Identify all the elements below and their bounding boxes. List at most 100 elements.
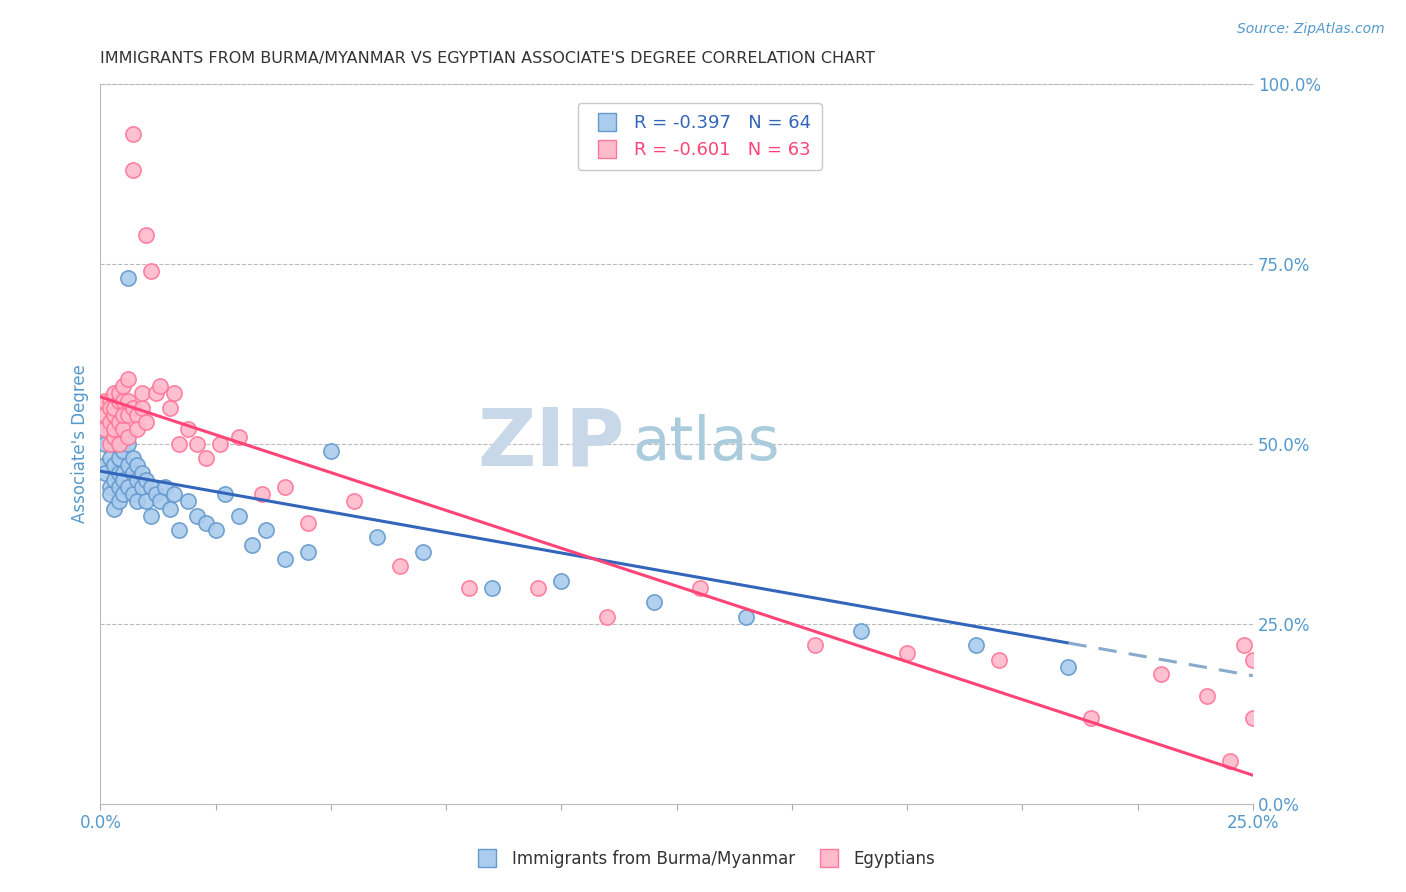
- Point: [94, 436, 117, 450]
- Point: [1195, 689, 1218, 703]
- Point: [98, 480, 121, 494]
- Point: [107, 480, 129, 494]
- Point: [849, 624, 872, 638]
- Point: [127, 422, 149, 436]
- Point: [94, 393, 117, 408]
- Point: [112, 466, 135, 480]
- Point: [1149, 667, 1171, 681]
- Point: [139, 480, 162, 494]
- Point: [131, 480, 153, 494]
- Point: [107, 436, 129, 450]
- Point: [388, 559, 411, 574]
- Point: [112, 487, 135, 501]
- Point: [689, 581, 711, 595]
- Point: [163, 487, 186, 501]
- Point: [112, 473, 135, 487]
- Point: [149, 379, 172, 393]
- Point: [186, 508, 208, 523]
- Point: [1241, 653, 1264, 667]
- Point: [319, 444, 342, 458]
- Point: [121, 451, 143, 466]
- Point: [643, 595, 665, 609]
- Point: [297, 545, 319, 559]
- Point: [149, 494, 172, 508]
- Point: [254, 523, 277, 537]
- Point: [117, 372, 139, 386]
- Point: [186, 436, 208, 450]
- Point: [195, 451, 218, 466]
- Point: [988, 653, 1011, 667]
- Point: [98, 451, 121, 466]
- Point: [112, 408, 135, 422]
- Point: [103, 386, 125, 401]
- Point: [167, 436, 190, 450]
- Point: [112, 429, 135, 443]
- Point: [127, 408, 149, 422]
- Point: [117, 480, 139, 494]
- Point: [145, 386, 167, 401]
- Point: [242, 538, 264, 552]
- Point: [107, 436, 129, 450]
- Point: [209, 436, 232, 450]
- Point: [804, 639, 827, 653]
- Point: [274, 552, 297, 566]
- Point: [107, 494, 129, 508]
- Point: [596, 609, 619, 624]
- Text: atlas: atlas: [633, 414, 780, 474]
- Point: [228, 429, 250, 443]
- Point: [163, 386, 186, 401]
- Point: [366, 530, 388, 544]
- Point: [103, 408, 125, 422]
- Point: [94, 466, 117, 480]
- Point: [527, 581, 550, 595]
- Point: [94, 458, 117, 473]
- Point: [117, 408, 139, 422]
- Point: [1219, 754, 1241, 768]
- Point: [121, 401, 143, 415]
- Point: [896, 646, 918, 660]
- Point: [145, 487, 167, 501]
- Point: [139, 264, 162, 278]
- Point: [458, 581, 481, 595]
- Point: [1233, 639, 1256, 653]
- Point: [107, 466, 129, 480]
- Y-axis label: Associate's Degree: Associate's Degree: [72, 364, 89, 524]
- Point: [103, 473, 125, 487]
- Text: ZIP: ZIP: [478, 405, 624, 483]
- Point: [103, 401, 125, 415]
- Point: [250, 487, 273, 501]
- Point: [103, 501, 125, 516]
- Point: [167, 523, 190, 537]
- Point: [107, 393, 129, 408]
- Point: [117, 429, 139, 443]
- Point: [131, 401, 153, 415]
- Point: [204, 523, 226, 537]
- Point: [139, 508, 162, 523]
- Point: [107, 451, 129, 466]
- Point: [94, 408, 117, 422]
- Point: [103, 436, 125, 450]
- Point: [127, 473, 149, 487]
- Point: [117, 271, 139, 285]
- Point: [1241, 710, 1264, 724]
- Point: [121, 127, 143, 141]
- Point: [112, 393, 135, 408]
- Point: [153, 480, 176, 494]
- Text: IMMIGRANTS FROM BURMA/MYANMAR VS EGYPTIAN ASSOCIATE'S DEGREE CORRELATION CHART: IMMIGRANTS FROM BURMA/MYANMAR VS EGYPTIA…: [100, 51, 876, 66]
- Point: [131, 386, 153, 401]
- Point: [214, 487, 236, 501]
- Point: [112, 422, 135, 436]
- Point: [131, 466, 153, 480]
- Point: [159, 501, 181, 516]
- Point: [112, 444, 135, 458]
- Point: [117, 393, 139, 408]
- Point: [127, 494, 149, 508]
- Point: [127, 458, 149, 473]
- Point: [103, 422, 125, 436]
- Point: [98, 487, 121, 501]
- Point: [1080, 710, 1102, 724]
- Point: [481, 581, 503, 595]
- Point: [121, 487, 143, 501]
- Point: [550, 574, 572, 588]
- Legend: Immigrants from Burma/Myanmar, Egyptians: Immigrants from Burma/Myanmar, Egyptians: [464, 844, 942, 875]
